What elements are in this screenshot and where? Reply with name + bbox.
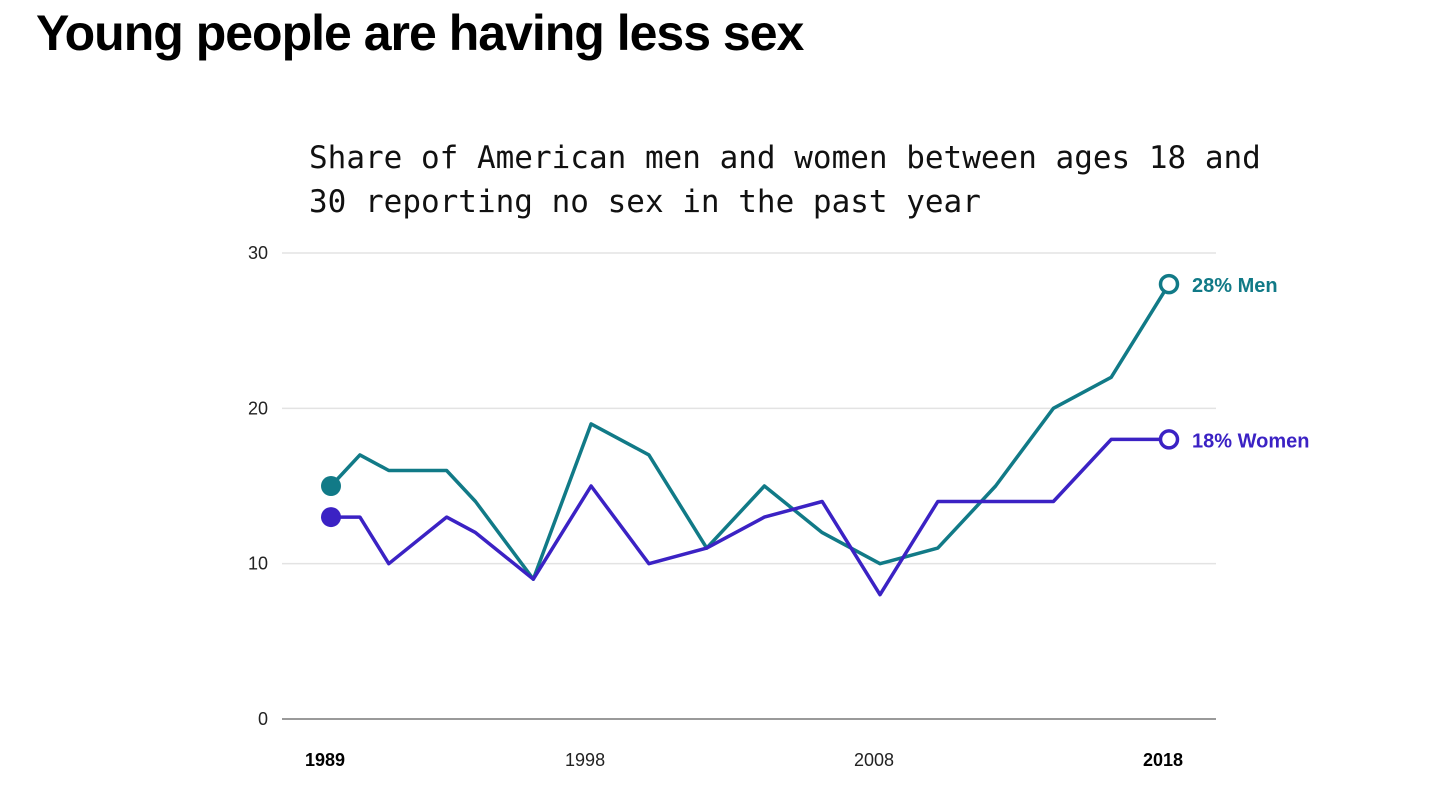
end-point-men [1158,273,1180,295]
start-point-women [321,507,341,528]
end-point-women [1158,429,1180,450]
series-line-men [329,282,1171,581]
headline: Young people are having less sex [36,5,804,61]
x-tick-label: 1989 [305,750,345,770]
series-women: 18% Women [321,429,1309,597]
y-tick-label: 20 [248,398,268,418]
y-tick-label: 0 [258,709,268,729]
series-line-women [329,437,1171,597]
series-men: 28% Men [321,273,1278,581]
x-tick-label: 1998 [565,750,605,770]
x-tick-label: 2008 [854,750,894,770]
chart-title: Share of American men and women between … [309,140,1261,220]
series: 28% Men 18% Women [321,273,1309,597]
y-tick-label: 30 [248,243,268,263]
start-point-men [321,476,341,496]
y-axis-ticks: 0 10 20 30 [248,243,268,729]
end-label-women: 18% Women [1192,430,1309,452]
x-axis-ticks: 1989 1998 2008 2018 [305,750,1183,770]
x-tick-label: 2018 [1143,750,1183,770]
end-label-men: 28% Men [1192,275,1278,297]
y-tick-label: 10 [248,554,268,574]
gridlines [282,252,1216,720]
